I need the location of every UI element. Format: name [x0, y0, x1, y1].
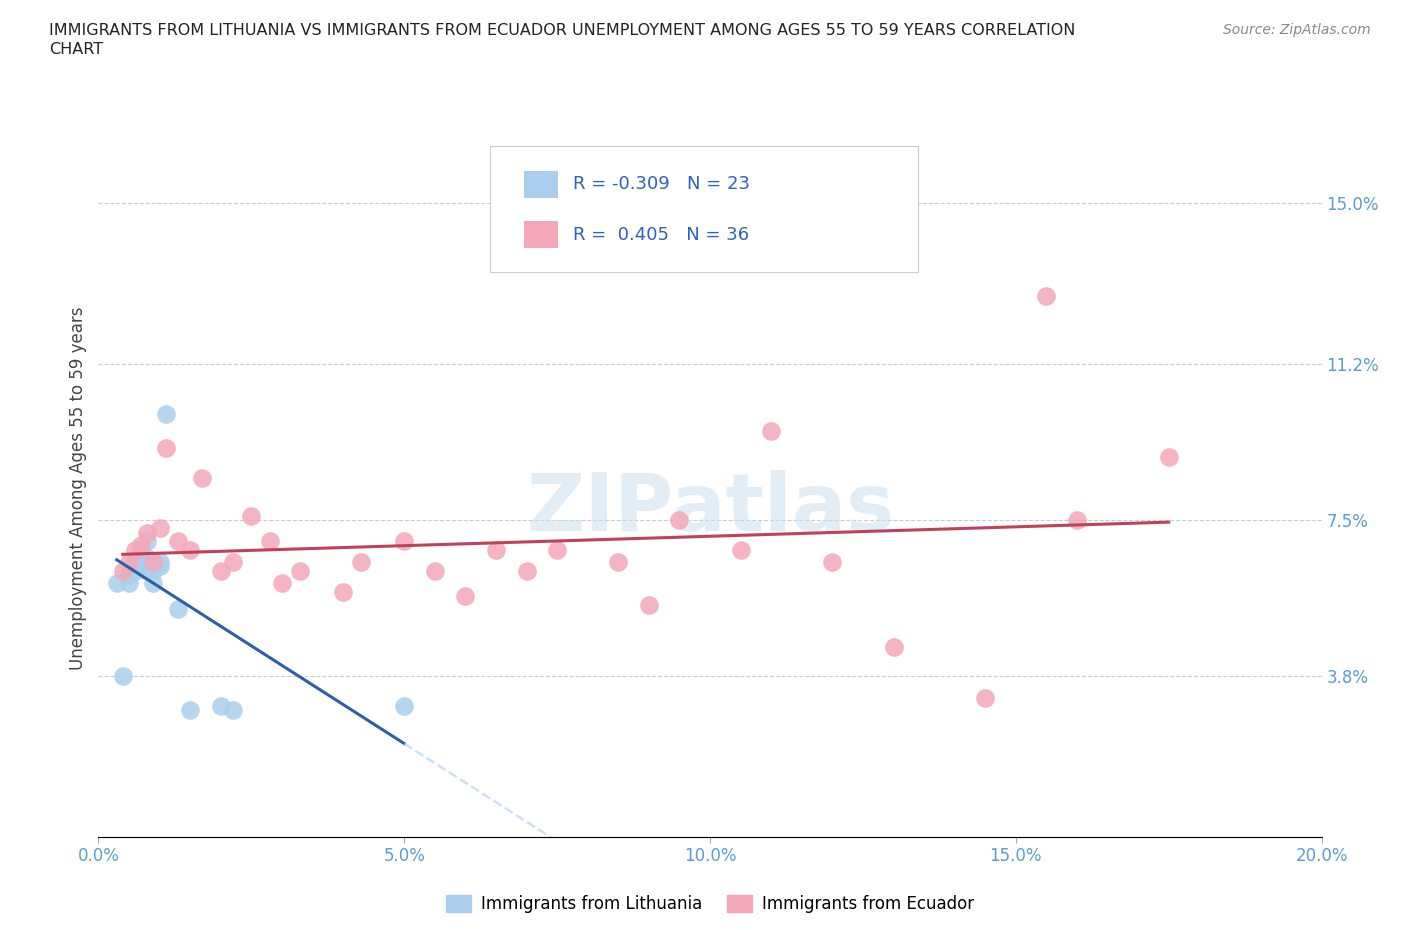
Point	[209, 564, 232, 578]
Point	[637, 597, 661, 612]
Point	[350, 555, 373, 570]
Point	[129, 546, 152, 561]
Point	[149, 555, 172, 570]
FancyBboxPatch shape	[524, 171, 558, 198]
Point	[392, 698, 416, 713]
Point	[1066, 512, 1088, 527]
Point	[149, 559, 172, 574]
Text: IMMIGRANTS FROM LITHUANIA VS IMMIGRANTS FROM ECUADOR UNEMPLOYMENT AMONG AGES 55 : IMMIGRANTS FROM LITHUANIA VS IMMIGRANTS …	[49, 23, 1076, 38]
Point	[167, 602, 190, 617]
Point	[142, 564, 165, 578]
Text: CHART: CHART	[49, 42, 103, 57]
Point	[167, 534, 190, 549]
Point	[290, 564, 312, 578]
Point	[332, 584, 354, 599]
Point	[392, 534, 416, 549]
Point	[209, 698, 232, 713]
Point	[454, 589, 477, 604]
Point	[179, 703, 201, 718]
Point	[1035, 288, 1057, 303]
Point	[124, 555, 146, 570]
Point	[155, 406, 177, 421]
Point	[142, 576, 165, 591]
Point	[546, 542, 568, 557]
Point	[974, 690, 997, 705]
Point	[821, 555, 844, 570]
Point	[129, 542, 152, 557]
Point	[136, 551, 159, 565]
Legend: Immigrants from Lithuania, Immigrants from Ecuador: Immigrants from Lithuania, Immigrants fr…	[439, 888, 981, 920]
Point	[136, 525, 159, 540]
Point	[129, 559, 152, 574]
Point	[607, 555, 630, 570]
Point	[105, 576, 128, 591]
Point	[136, 534, 159, 549]
Point	[270, 576, 292, 591]
Point	[516, 564, 538, 578]
Point	[155, 441, 177, 456]
Point	[883, 639, 905, 654]
Point	[118, 576, 141, 591]
Point	[124, 542, 146, 557]
Y-axis label: Unemployment Among Ages 55 to 59 years: Unemployment Among Ages 55 to 59 years	[69, 307, 87, 670]
Point	[423, 564, 446, 578]
FancyBboxPatch shape	[524, 221, 558, 248]
Point	[111, 669, 134, 684]
Point	[129, 538, 152, 552]
Point	[142, 555, 165, 570]
Point	[759, 424, 782, 439]
FancyBboxPatch shape	[489, 147, 918, 272]
Point	[259, 534, 281, 549]
Text: ZIPatlas: ZIPatlas	[526, 471, 894, 548]
Point	[149, 521, 172, 536]
Point	[730, 542, 752, 557]
Text: Source: ZipAtlas.com: Source: ZipAtlas.com	[1223, 23, 1371, 37]
Point	[118, 555, 141, 570]
Point	[222, 555, 245, 570]
Text: R = -0.309   N = 23: R = -0.309 N = 23	[574, 176, 749, 193]
Point	[485, 542, 508, 557]
Point	[136, 564, 159, 578]
Point	[111, 564, 134, 578]
Point	[240, 509, 263, 524]
Point	[124, 564, 146, 578]
Point	[118, 567, 141, 582]
Text: R =  0.405   N = 36: R = 0.405 N = 36	[574, 226, 749, 244]
Point	[179, 542, 201, 557]
Point	[668, 512, 690, 527]
Point	[1157, 449, 1180, 464]
Point	[222, 703, 245, 718]
Point	[142, 555, 165, 570]
Point	[191, 471, 214, 485]
